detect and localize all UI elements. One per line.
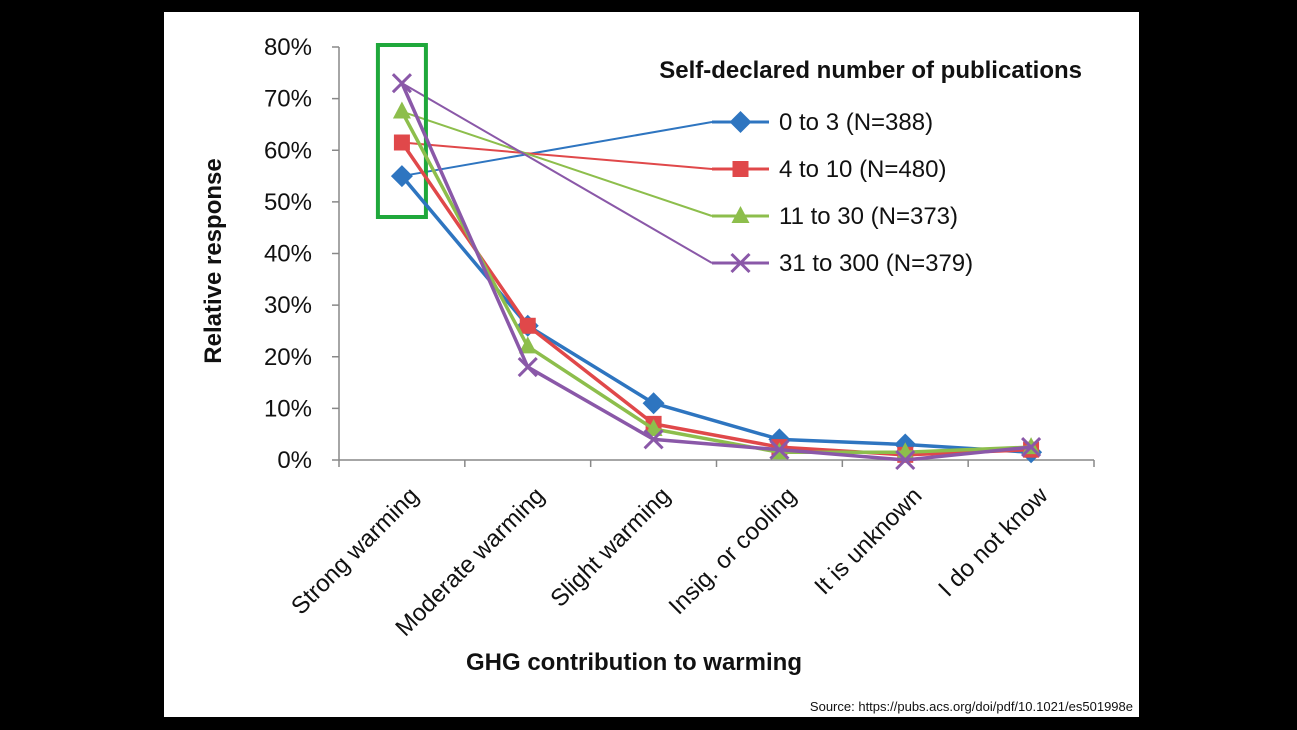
marker-x (769, 439, 790, 460)
series-line (400, 141, 1032, 457)
y-tick-label: 50% (264, 189, 312, 216)
legend-label: 31 to 300 (N=379) (779, 250, 973, 277)
x-tick-label: Strong warming (286, 482, 424, 620)
marker-x (730, 252, 751, 274)
legend-connectors (401, 82, 713, 264)
marker-square (519, 317, 536, 334)
y-tick-label: 30% (264, 292, 312, 319)
legend-title: Self-declared number of publications (659, 57, 1082, 84)
series-line (400, 110, 1032, 455)
axes: 0% 10% 20% 30% 40% 50% 60% 70% 80% Strong warming… (264, 34, 1095, 642)
marker-triangle (392, 101, 411, 119)
x-axis-title: GHG contribution to warming (466, 649, 802, 676)
marker-square (393, 134, 410, 151)
y-tick-label: 0% (277, 447, 312, 474)
marker-triangle (644, 419, 663, 437)
x-tick-label: I do not know (933, 482, 1054, 603)
marker-square (732, 161, 749, 177)
marker-diamond (390, 165, 413, 188)
y-tick-label: 60% (264, 137, 312, 164)
legend-label: 0 to 3 (N=388) (779, 109, 933, 136)
x-tick-label: It is unknown (809, 482, 927, 600)
legend-connector (401, 82, 713, 264)
series-lines (390, 73, 1043, 471)
legend-label: 4 to 10 (N=480) (779, 156, 946, 183)
x-tick-label: Insig. or cooling (664, 482, 802, 620)
marker-triangle (518, 336, 537, 354)
legend: Self-declared number of publications 0 t… (659, 57, 1082, 277)
series-line (400, 82, 1032, 462)
y-axis-title: Relative response (200, 158, 227, 363)
marker-diamond (729, 111, 752, 133)
series-line (400, 174, 1032, 455)
highlight-box (375, 43, 428, 219)
legend-connector (401, 110, 713, 217)
marker-x (1021, 437, 1042, 458)
legend-connector (401, 121, 713, 178)
line-chart: 0% 10% 20% 30% 40% 50% 60% 70% 80% Strong warming… (200, 34, 1095, 676)
source-citation: Source: https://pubs.acs.org/doi/pdf/10.… (809, 699, 1133, 714)
y-tick-label: 80% (264, 34, 312, 61)
marker-x (643, 429, 664, 450)
chart-panel: 0% 10% 20% 30% 40% 50% 60% 70% 80% Strong warming… (164, 12, 1139, 717)
legend-label: 11 to 30 (N=373) (779, 203, 958, 230)
y-tick-label: 40% (264, 241, 312, 268)
marker-diamond (642, 392, 665, 415)
y-tick-label: 20% (264, 344, 312, 371)
marker-x (517, 357, 538, 378)
marker-x (895, 449, 916, 471)
marker-x (391, 73, 412, 94)
y-tick-label: 10% (264, 395, 312, 422)
x-tick-label: Slight warming (545, 482, 675, 612)
legend-connector (401, 141, 713, 170)
marker-triangle (731, 206, 750, 223)
y-tick-label: 70% (264, 86, 312, 113)
highlight-rect (375, 43, 428, 219)
